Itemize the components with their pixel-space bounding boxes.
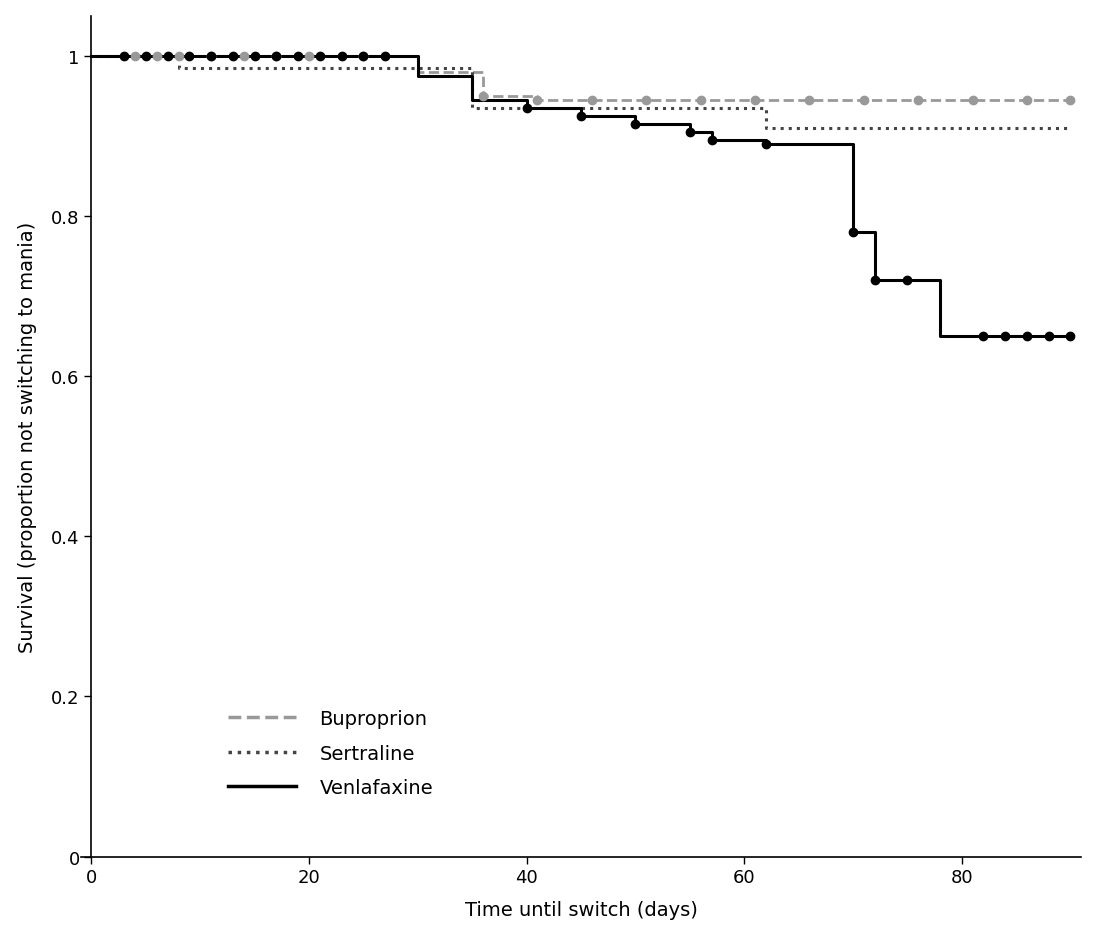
Buproprion — [412, 51, 425, 63]
Y-axis label: Survival (proportion not switching to mania): Survival (proportion not switching to ma… — [19, 221, 37, 652]
Line: Buproprion: Buproprion — [91, 57, 1071, 101]
Buproprion — [1064, 95, 1077, 107]
Venlafaxine — [85, 51, 98, 63]
Buproprion — [172, 51, 186, 63]
Buproprion — [128, 51, 142, 63]
Sertraline — [760, 103, 773, 114]
Venlafaxine — [520, 103, 534, 114]
Buproprion — [85, 51, 98, 63]
Buproprion — [150, 51, 164, 63]
Buproprion — [150, 51, 164, 63]
Buproprion — [237, 51, 250, 63]
Sertraline — [1064, 123, 1077, 134]
Buproprion — [302, 51, 315, 63]
Buproprion — [128, 51, 142, 63]
Buproprion — [357, 51, 370, 63]
Buproprion — [477, 67, 490, 79]
Buproprion — [172, 51, 186, 63]
Sertraline — [466, 103, 479, 114]
Line: Sertraline: Sertraline — [91, 57, 1071, 128]
Line: Venlafaxine: Venlafaxine — [91, 57, 1071, 337]
Buproprion — [204, 51, 217, 63]
Buproprion — [357, 51, 370, 63]
Buproprion — [270, 51, 283, 63]
Buproprion — [237, 51, 250, 63]
Sertraline — [85, 51, 98, 63]
Sertraline — [760, 123, 773, 134]
Sertraline — [1064, 123, 1077, 134]
Venlafaxine — [248, 51, 261, 63]
Buproprion — [530, 95, 544, 107]
Legend: Buproprion, Sertraline, Venlafaxine: Buproprion, Sertraline, Venlafaxine — [221, 701, 441, 805]
Buproprion — [204, 51, 217, 63]
Buproprion — [412, 67, 425, 79]
Buproprion — [530, 91, 544, 102]
Venlafaxine — [1064, 331, 1077, 343]
Venlafaxine — [900, 275, 914, 286]
Venlafaxine — [933, 331, 946, 343]
Sertraline — [172, 63, 186, 74]
Venlafaxine — [629, 119, 642, 130]
Venlafaxine — [335, 51, 348, 63]
Buproprion — [477, 91, 490, 102]
Sertraline — [172, 51, 186, 63]
Buproprion — [1064, 95, 1077, 107]
X-axis label: Time until switch (days): Time until switch (days) — [464, 900, 697, 919]
Venlafaxine — [226, 51, 239, 63]
Buproprion — [270, 51, 283, 63]
Sertraline — [466, 63, 479, 74]
Buproprion — [302, 51, 315, 63]
